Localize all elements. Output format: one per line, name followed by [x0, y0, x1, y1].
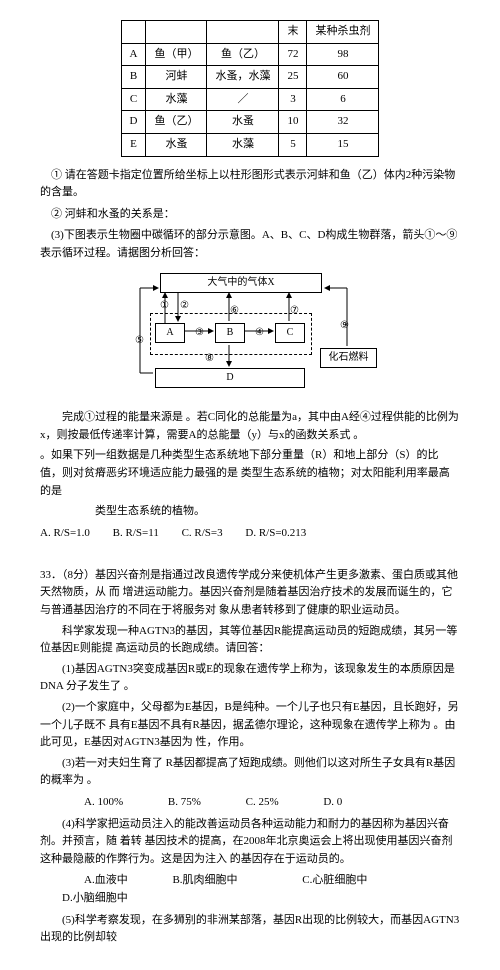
mark-9: ⑨ [340, 318, 349, 334]
mark-2: ② [180, 298, 189, 314]
cell: 15 [307, 133, 379, 156]
header-pesticide: 某种杀虫剂 [307, 21, 379, 44]
question-1: ① 请在答题卡指定位置所给坐标上以柱形图形式表示河蚌和鱼（乙）体内2种污染物的含… [40, 167, 460, 202]
option-a: A. 100% [62, 794, 123, 812]
option-c: C.心脏细胞中 [280, 872, 367, 890]
option-a: A.血液中 [62, 872, 128, 890]
mark-8: ⑧ [205, 351, 214, 367]
cell: 水蚤 [146, 133, 207, 156]
cell [207, 21, 279, 44]
option-c: C. R/S=3 [182, 525, 223, 543]
cell: 水藻 [207, 133, 279, 156]
cell: 水蚤，水藻 [207, 66, 279, 89]
q33-p3: (2)一个家庭中，父母都为E基因，B是纯种。一个儿子也只有E基因，且长跑好，另一… [40, 699, 460, 752]
question-2: ② 河蚌和水蚤的关系是： [40, 206, 460, 224]
option-b: B. 75% [146, 794, 201, 812]
cell: 3 [279, 88, 307, 111]
option-a: A. R/S=1.0 [40, 525, 90, 543]
mark-3: ③ [195, 325, 204, 341]
q33-p2: (1)基因AGTN3突变成基因R或E的现象在遗传学上称为，该现象发生的本质原因是… [40, 661, 460, 696]
options-location: A.血液中 B.肌肉细胞中 C.心脏细胞中 D.小脑细胞中 [40, 872, 460, 907]
option-d: D. R/S=0.213 [245, 525, 306, 543]
row-label: B [121, 66, 146, 89]
box-atmosphere: 大气中的气体X [160, 273, 322, 293]
cell: 72 [279, 43, 307, 66]
cell: ／ [207, 88, 279, 111]
option-b: B. R/S=11 [113, 525, 159, 543]
mark-1: ① [160, 298, 169, 314]
option-c: C. 25% [224, 794, 279, 812]
cell: 25 [279, 66, 307, 89]
q33-num: 33． [40, 569, 62, 581]
option-d: D. 0 [301, 794, 342, 812]
cell: 河蚌 [146, 66, 207, 89]
cell: 水藻 [146, 88, 207, 111]
cell: 水蚤 [207, 111, 279, 134]
mark-6: ⑥ [230, 303, 239, 319]
cell: 鱼（乙） [207, 43, 279, 66]
option-b: B.肌肉细胞中 [150, 872, 237, 890]
cell: 鱼（乙） [146, 111, 207, 134]
cell [121, 21, 146, 44]
options-prob: A. 100% B. 75% C. 25% D. 0 [40, 794, 460, 812]
cell [146, 21, 207, 44]
cell: 6 [307, 88, 379, 111]
option-d: D.小脑细胞中 [40, 890, 128, 908]
paragraph-2: 。如果下列一组数据是几种类型生态系统地下部分重量（R）和地上部分（S）的比值，则… [40, 447, 460, 500]
cell: 98 [307, 43, 379, 66]
q33-intro: 33．（8分）基因兴奋剂是指通过改良遗传学成分来使机体产生更多激素、蛋白质或其他… [40, 567, 460, 620]
mark-4: ④ [255, 325, 264, 341]
mark-5: ⑤ [135, 333, 144, 349]
row-label: E [121, 133, 146, 156]
q33-p6: (5)科学考察发现，在多狮别的非洲某部落，基因R出现的比例较大，而基因AGTN3… [40, 912, 460, 947]
carbon-cycle-diagram: 大气中的气体X A B C D 化石燃料 ① ② ③ ④ ⑤ ⑥ ⑦ ⑧ ⑨ [40, 273, 460, 400]
cell: 鱼（甲） [146, 43, 207, 66]
row-label: D [121, 111, 146, 134]
paragraph-3: 类型生态系统的植物。 [40, 503, 460, 521]
mark-7: ⑦ [290, 303, 299, 319]
options-rs: A. R/S=1.0 B. R/S=11 C. R/S=3 D. R/S=0.2… [40, 525, 460, 543]
cell: 60 [307, 66, 379, 89]
header-end: 末 [279, 21, 307, 44]
row-label: C [121, 88, 146, 111]
box-fossil-fuel: 化石燃料 [320, 348, 377, 368]
box-d: D [155, 368, 305, 388]
contamination-table: 末 某种杀虫剂 A 鱼（甲） 鱼（乙） 72 98 B 河蚌 水蚤，水藻 25 … [121, 20, 380, 157]
row-label: A [121, 43, 146, 66]
cell: 5 [279, 133, 307, 156]
q33-intro-text: （8分）基因兴奋剂是指通过改良遗传学成分来使机体产生更多激素、蛋白质或其他天然物… [40, 569, 458, 616]
cell: 32 [307, 111, 379, 134]
question-3-intro: (3)下图表示生物圈中碳循环的部分示意图。A、B、C、D构成生物群落，箭头①～⑨… [40, 227, 460, 262]
q33-p5: (4)科学家把运动员注入的能改善运动员各种运动能力和耐力的基因称为基因兴奋剂。并… [40, 816, 460, 869]
paragraph-1: 完成①过程的能量来源是 。若C同化的总能量为a，其中由A经④过程供能的比例为x，… [40, 409, 460, 444]
dashed-group [150, 313, 312, 355]
cell: 10 [279, 111, 307, 134]
q33-p4: (3)若一对夫妇生育了 R基因都提高了短跑成绩。则他们以这对所生子女具有R基因的… [40, 755, 460, 790]
q33-p1: 科学家发现一种AGTN3的基因，其等位基因R能提高运动员的短跑成绩，其另一等位基… [40, 623, 460, 658]
